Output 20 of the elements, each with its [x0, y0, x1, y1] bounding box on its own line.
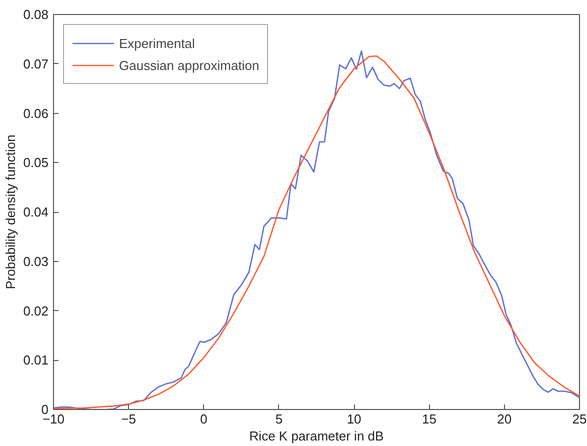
x-tick-label: 5 — [275, 412, 283, 426]
y-tick-label: 0.07 — [23, 56, 49, 72]
y-tick-label: 0.08 — [23, 7, 49, 22]
x-tick-label: 0 — [200, 412, 208, 426]
x-axis-title: Rice K parameter in dB — [249, 428, 384, 444]
y-axis-title: Probability density function — [3, 134, 18, 290]
legend-label: Experimental — [119, 36, 195, 50]
y-tick-label: 0.03 — [23, 254, 49, 269]
x-tick-label: 20 — [497, 412, 512, 426]
x-tick-label: 25 — [572, 412, 587, 426]
x-tick-label: −5 — [121, 412, 136, 426]
x-tick-label: 15 — [422, 412, 436, 426]
legend-label: Gaussian approximation — [119, 58, 260, 72]
y-tick-label: 0.02 — [23, 303, 49, 318]
x-tick-label: 10 — [346, 412, 362, 426]
y-tick-label: 0 — [41, 402, 49, 417]
y-tick-label: 0.05 — [23, 155, 49, 170]
y-tick-label: 0.04 — [23, 204, 49, 220]
y-tick-label: 0.06 — [23, 106, 49, 121]
y-tick-label: 0.01 — [23, 352, 49, 368]
